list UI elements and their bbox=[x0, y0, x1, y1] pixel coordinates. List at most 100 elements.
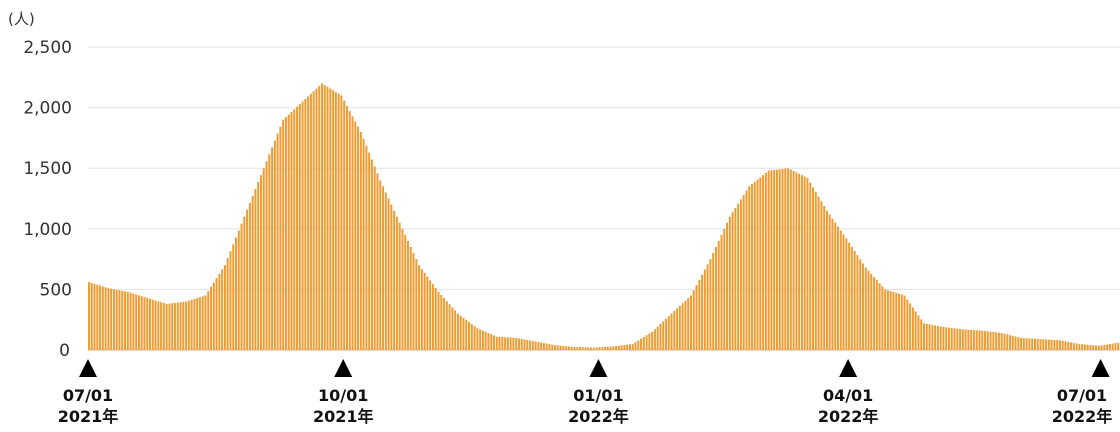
bar bbox=[734, 208, 737, 350]
bar bbox=[853, 250, 856, 350]
bar bbox=[906, 299, 909, 350]
bar bbox=[559, 345, 562, 350]
bar bbox=[762, 175, 765, 350]
bar bbox=[185, 301, 188, 350]
date-marker-label: 01/01 bbox=[573, 386, 623, 405]
bar bbox=[409, 246, 412, 350]
x-axis-date-markers: 07/01 2021年 10/01 2021年 01/01 2022年 04/01 2022年… bbox=[58, 359, 1113, 426]
bar bbox=[151, 299, 154, 350]
bar bbox=[1039, 339, 1042, 350]
bar bbox=[642, 337, 645, 350]
bar bbox=[1081, 344, 1084, 350]
date-marker-year: 2022年 bbox=[1052, 407, 1113, 426]
bar bbox=[878, 283, 881, 350]
bar bbox=[265, 161, 268, 350]
bar bbox=[895, 292, 898, 350]
bar bbox=[368, 152, 371, 350]
bar bbox=[93, 283, 96, 350]
bar bbox=[928, 324, 931, 350]
bar bbox=[276, 133, 279, 350]
bar bbox=[909, 303, 912, 350]
bar bbox=[640, 338, 642, 350]
bar bbox=[850, 246, 853, 350]
bar bbox=[554, 345, 556, 350]
bar bbox=[193, 298, 196, 350]
bar bbox=[323, 85, 326, 350]
bar bbox=[1036, 338, 1039, 350]
bar bbox=[739, 199, 742, 350]
bar bbox=[412, 253, 415, 350]
bar bbox=[395, 216, 398, 350]
bar bbox=[271, 147, 274, 350]
bar bbox=[273, 140, 276, 350]
bar bbox=[676, 308, 679, 350]
bar bbox=[942, 326, 945, 350]
bar bbox=[251, 195, 254, 350]
bar bbox=[867, 270, 870, 350]
bar bbox=[984, 330, 986, 350]
bar bbox=[384, 192, 387, 350]
bar bbox=[714, 246, 717, 350]
bar bbox=[1106, 344, 1109, 350]
bar bbox=[1100, 345, 1103, 350]
bar bbox=[609, 346, 612, 350]
bar bbox=[698, 279, 701, 350]
bar bbox=[304, 98, 307, 350]
bar bbox=[1045, 339, 1048, 350]
bar bbox=[171, 303, 174, 350]
bar bbox=[534, 341, 537, 350]
bar bbox=[737, 203, 740, 350]
bar bbox=[889, 291, 892, 350]
bar bbox=[703, 269, 706, 350]
bar bbox=[204, 295, 207, 350]
bar bbox=[243, 216, 246, 350]
bar bbox=[162, 303, 165, 350]
bar bbox=[420, 268, 423, 350]
bar bbox=[795, 172, 798, 350]
bar bbox=[504, 337, 507, 350]
bar bbox=[606, 346, 609, 350]
bar bbox=[493, 335, 495, 350]
bar bbox=[434, 288, 437, 350]
bar bbox=[997, 332, 1000, 350]
bar bbox=[468, 321, 470, 350]
bar bbox=[1053, 339, 1056, 350]
bar bbox=[1028, 338, 1031, 350]
bar bbox=[407, 240, 409, 350]
bar bbox=[232, 244, 235, 350]
bar bbox=[157, 301, 160, 350]
bar bbox=[348, 111, 351, 350]
bar bbox=[1072, 342, 1075, 350]
bar bbox=[870, 273, 873, 350]
bar bbox=[284, 117, 287, 351]
bar bbox=[309, 93, 312, 350]
bar bbox=[684, 300, 687, 350]
bar bbox=[1067, 341, 1070, 350]
bar bbox=[481, 330, 484, 350]
bar bbox=[487, 333, 490, 350]
bar bbox=[803, 176, 806, 350]
bar bbox=[179, 302, 182, 350]
bar bbox=[809, 182, 812, 350]
bar bbox=[337, 93, 340, 350]
bar bbox=[992, 331, 995, 350]
bar bbox=[501, 337, 504, 350]
bar bbox=[720, 234, 723, 350]
bar bbox=[590, 347, 593, 350]
bar bbox=[806, 177, 809, 350]
bar bbox=[936, 325, 939, 350]
bar bbox=[362, 138, 365, 350]
bar bbox=[96, 284, 99, 350]
bar bbox=[1006, 334, 1009, 350]
bar bbox=[1111, 343, 1114, 350]
bar bbox=[798, 173, 801, 350]
date-marker-year: 2021年 bbox=[313, 407, 374, 426]
bar bbox=[1114, 343, 1117, 350]
bar bbox=[135, 294, 138, 350]
bar bbox=[859, 259, 862, 350]
bar bbox=[321, 83, 323, 351]
bar bbox=[198, 297, 201, 350]
bar bbox=[88, 282, 90, 350]
bar bbox=[817, 196, 820, 350]
